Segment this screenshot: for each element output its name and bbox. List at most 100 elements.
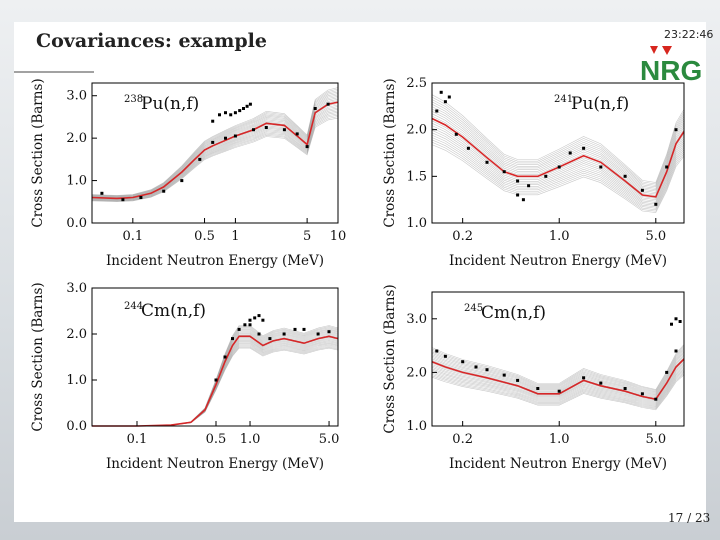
rule-left [14, 71, 94, 73]
data-point [257, 332, 261, 336]
x-tick-label: 0.1 [122, 229, 143, 244]
band-curve [91, 114, 339, 202]
data-point [544, 174, 548, 178]
data-point [674, 128, 678, 132]
data-point [261, 318, 265, 322]
band-curve [91, 96, 339, 198]
data-point [640, 392, 644, 396]
y-tick-label: 2.0 [406, 365, 427, 380]
y-tick-label: 0.0 [66, 216, 87, 231]
y-axis-label: Cross Section (Barns) [382, 284, 398, 433]
data-point [326, 102, 330, 106]
data-point [443, 100, 447, 104]
data-point [599, 165, 603, 169]
band-curve [431, 127, 685, 203]
band-curve [431, 365, 685, 405]
band-curve [431, 130, 685, 205]
band-curve [431, 111, 685, 193]
band-curve [431, 139, 685, 211]
reaction-label-superscript: 244 [124, 301, 143, 312]
data-point [248, 318, 252, 322]
band-curve [91, 90, 339, 197]
band-curve [92, 330, 339, 427]
reaction-label: Cm(n,f) [481, 303, 546, 323]
x-axis-label: Incident Neutron Energy (MeV) [106, 253, 324, 269]
data-point [224, 111, 227, 115]
data-point [527, 184, 531, 188]
x-tick-label: 0.2 [452, 432, 473, 447]
x-tick-label: 5.0 [645, 432, 666, 447]
y-tick-label: 1.0 [66, 174, 87, 189]
data-point [466, 146, 470, 150]
data-point [231, 337, 234, 341]
data-point [435, 349, 439, 353]
data-point [557, 165, 561, 169]
band-curve [431, 351, 685, 395]
data-point [654, 397, 658, 401]
data-point [223, 355, 227, 359]
x-tick-label: 1.0 [549, 229, 570, 244]
plot-frame [431, 291, 685, 427]
band-curve [431, 144, 685, 213]
y-tick-label: 3.0 [406, 312, 427, 327]
x-axis-label: Incident Neutron Energy (MeV) [449, 253, 667, 269]
data-point [582, 146, 586, 150]
data-point [293, 327, 297, 331]
band-curve [431, 101, 685, 188]
data-point [516, 179, 520, 183]
band-curve [431, 141, 685, 212]
data-point [268, 337, 272, 341]
mean-line [91, 101, 339, 200]
data-point [257, 314, 261, 318]
plot-frame [91, 82, 339, 224]
band-curve [431, 125, 685, 202]
y-axis-label: Cross Section (Barns) [382, 78, 398, 227]
data-point [670, 322, 673, 326]
data-point [100, 191, 104, 195]
plot-frame [91, 287, 339, 427]
band-curve [91, 113, 339, 202]
data-point [485, 160, 489, 164]
x-tick-label: 1 [231, 229, 239, 244]
data-point [248, 102, 252, 106]
data-point [238, 109, 242, 113]
data-point [640, 188, 644, 192]
y-tick-label: 2.0 [66, 327, 87, 342]
band-curve [91, 93, 339, 197]
band-curve [91, 107, 339, 200]
data-point [162, 189, 166, 193]
logo-red-mark-2 [662, 46, 672, 55]
data-point [623, 387, 627, 390]
nrg-logo: NRG [640, 46, 702, 84]
reaction-label: Pu(n,f) [141, 94, 199, 114]
data-point [313, 107, 317, 110]
band-curve [91, 106, 339, 200]
data-point [224, 136, 227, 140]
data-point [443, 354, 447, 358]
reaction-label-superscript: 241 [554, 94, 573, 105]
band-curve [92, 329, 339, 427]
band-curve [431, 350, 685, 394]
data-point [139, 196, 143, 199]
band-curve [431, 347, 685, 392]
data-point [264, 126, 268, 129]
band-curve [91, 111, 339, 201]
data-point [305, 145, 309, 149]
reaction-label-superscript: 238 [124, 94, 143, 105]
data-point [211, 140, 215, 144]
data-point [674, 317, 678, 321]
x-tick-label: 0.1 [127, 432, 148, 447]
band-curve [431, 345, 685, 391]
data-point [282, 128, 286, 132]
band-curve [431, 352, 685, 396]
band-curve [431, 137, 685, 209]
x-tick-label: 5.0 [319, 432, 340, 447]
data-point [237, 327, 241, 331]
band-curve [431, 132, 685, 206]
data-point [665, 165, 669, 169]
band-curve [91, 87, 339, 196]
data-point [654, 202, 658, 206]
chart-pu241: 0.2 1.0 5.0 1.0 1.5 2.0 2.5 Incident Neutron En… [382, 76, 685, 269]
y-tick-label: 2.0 [66, 131, 87, 146]
x-tick-label: 0.5 [194, 229, 215, 244]
